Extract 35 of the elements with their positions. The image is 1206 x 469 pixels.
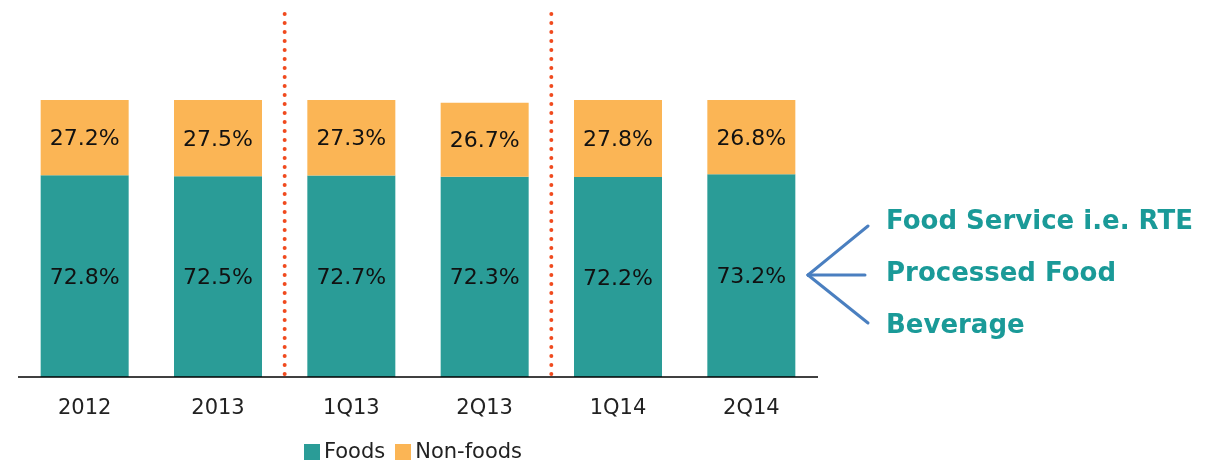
bar — [440, 176, 529, 377]
bar — [40, 175, 129, 377]
bar — [440, 102, 529, 177]
data-label: 27.2% — [49, 125, 120, 151]
data-label: 73.2% — [716, 263, 787, 289]
bar — [707, 100, 796, 175]
data-label: 27.8% — [583, 126, 653, 151]
data-label: 27.5% — [183, 125, 253, 151]
bar — [707, 174, 796, 377]
text: Beverage — [886, 308, 1026, 341]
bar — [307, 100, 396, 176]
bar — [40, 100, 129, 176]
bar — [174, 176, 262, 377]
legend-label: Foods — [323, 439, 386, 463]
x-tick-label: 1Q13 — [323, 394, 380, 419]
data-label: 26.8% — [716, 124, 787, 150]
data-label: 72.3% — [449, 264, 520, 290]
data-label: 72.5% — [183, 264, 253, 290]
x-tick-label: 2012 — [57, 394, 112, 419]
text: Food Service i.e. RTE — [886, 204, 1193, 237]
data-label: 72.8% — [49, 263, 120, 289]
bar — [307, 175, 396, 377]
x-tick-label: 2Q13 — [456, 394, 513, 419]
x-tick-label: 2Q14 — [723, 394, 780, 419]
bar — [574, 177, 662, 377]
text: Processed Food — [886, 256, 1118, 289]
bar — [574, 100, 662, 178]
legend-label: Non-foods — [415, 439, 523, 463]
data-label: 72.7% — [316, 263, 387, 289]
x-tick-label: 1Q14 — [589, 394, 647, 419]
data-label: 72.2% — [583, 264, 653, 290]
x-tick-label: 2013 — [191, 394, 245, 419]
data-label: 26.7% — [449, 127, 520, 153]
bar — [174, 100, 262, 177]
data-label: 27.3% — [316, 125, 387, 151]
